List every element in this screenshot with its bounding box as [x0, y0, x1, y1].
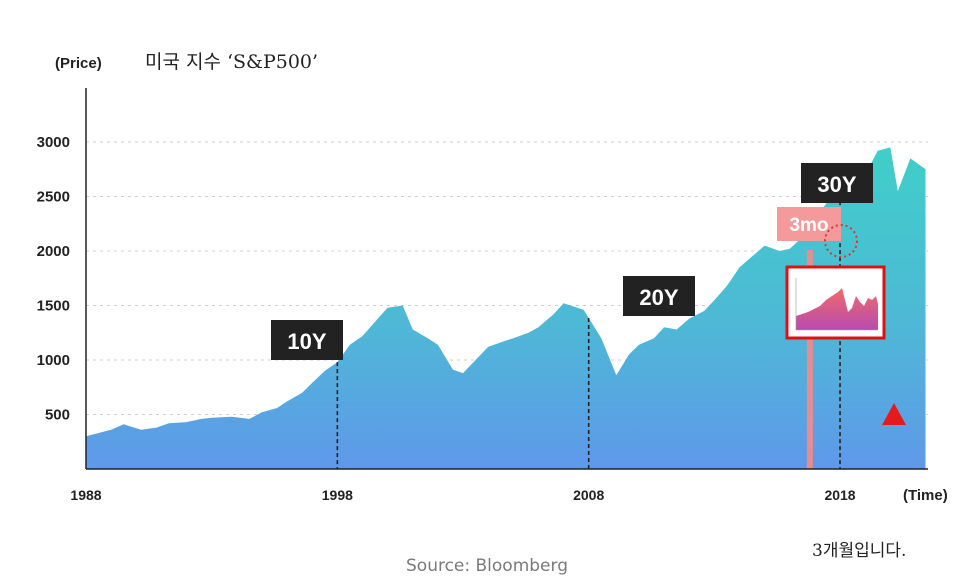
x-tick-label: 2018	[824, 487, 855, 503]
source-text: Source: Bloomberg	[406, 556, 568, 576]
year-markers	[336, 180, 841, 469]
y-tick-label: 2500	[37, 189, 70, 206]
x-tick-label: 1988	[70, 487, 101, 503]
y-axis-label: (Price)	[55, 55, 102, 72]
three-month-bar	[806, 250, 813, 469]
y-tick-label: 1500	[37, 298, 70, 315]
price-area	[86, 147, 926, 469]
label-10y: 10Y	[271, 320, 343, 360]
label-3mo: 3mo	[777, 207, 841, 241]
y-tick-label: 3000	[37, 134, 70, 151]
label-3mo-text: 3mo	[789, 215, 828, 236]
label-20y: 20Y	[623, 276, 695, 316]
inset-thumbnail	[785, 265, 886, 340]
x-axis-label: (Time)	[903, 487, 948, 504]
up-triangle-icon	[882, 403, 906, 425]
x-tick-label: 2008	[573, 487, 604, 503]
y-tick-label: 2000	[37, 243, 70, 260]
label-10y-text: 10Y	[287, 329, 326, 354]
x-tick-label: 1998	[322, 487, 353, 503]
label-30y-text: 30Y	[817, 172, 856, 197]
caption-text: 3개월입니다.	[812, 541, 907, 561]
highlight-circle	[824, 224, 858, 258]
label-30y: 30Y	[801, 163, 873, 203]
y-tick-labels: 500 1000 1500 2000 2500 3000	[37, 134, 70, 424]
label-20y-text: 20Y	[639, 285, 678, 310]
chart-title: 미국 지수 ‘S&P500’	[145, 51, 318, 73]
y-tick-label: 1000	[37, 352, 70, 369]
x-tick-labels: 1988 1998 2008 2018	[70, 487, 855, 503]
y-tick-label: 500	[45, 407, 70, 424]
